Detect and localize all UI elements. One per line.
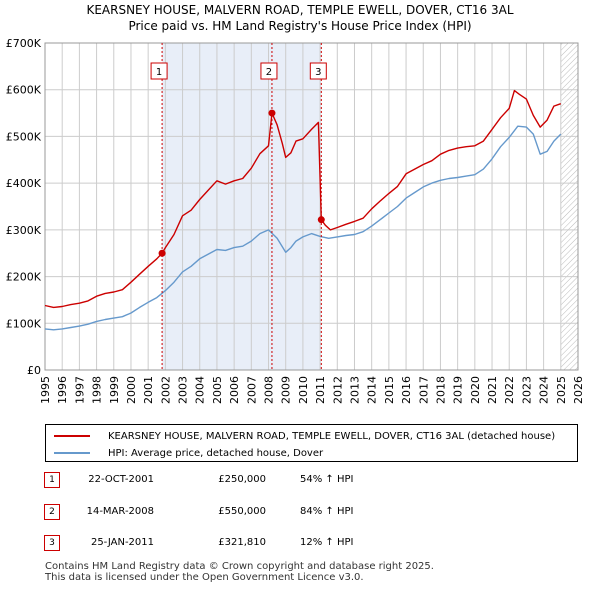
- sale-price: £321,810: [200, 535, 266, 551]
- x-tick-label: 2020: [469, 376, 482, 404]
- sale-hpi-change: 84% ↑ HPI: [300, 504, 420, 520]
- x-tick-label: 1999: [108, 376, 121, 404]
- legend-label-property: KEARSNEY HOUSE, MALVERN ROAD, TEMPLE EWE…: [108, 431, 555, 442]
- sale-row: 1 22-OCT-2001 £250,000 54% ↑ HPI: [0, 472, 600, 492]
- x-tick-label: 1995: [39, 376, 52, 404]
- sale-point: [268, 110, 275, 117]
- sale-number-badge: 1: [44, 472, 60, 488]
- y-tick-label: £700K: [6, 37, 42, 50]
- sale-row: 2 14-MAR-2008 £550,000 84% ↑ HPI: [0, 504, 600, 524]
- sale-price: £250,000: [200, 472, 266, 488]
- legend-entry-property: KEARSNEY HOUSE, MALVERN ROAD, TEMPLE EWE…: [54, 429, 555, 443]
- sale-hpi-change: 12% ↑ HPI: [300, 535, 420, 551]
- x-tick-label: 2010: [297, 376, 310, 404]
- x-tick-label: 2015: [383, 376, 396, 404]
- sale-point: [159, 250, 166, 257]
- y-tick-label: £600K: [6, 84, 42, 97]
- y-tick-label: £300K: [6, 224, 42, 237]
- legend-swatch-property: [54, 435, 90, 437]
- x-tick-label: 2022: [503, 376, 516, 404]
- x-tick-label: 2011: [314, 376, 327, 404]
- footer: Contains HM Land Registry data © Crown c…: [45, 561, 434, 583]
- sale-label-number: 1: [156, 67, 162, 78]
- sale-number-badge: 3: [44, 535, 60, 551]
- x-tick-label: 2016: [400, 376, 413, 404]
- y-tick-label: £400K: [6, 177, 42, 190]
- footer-copyright: Contains HM Land Registry data © Crown c…: [45, 561, 434, 572]
- x-tick-label: 1997: [73, 376, 86, 404]
- x-tick-label: 2000: [125, 376, 138, 404]
- x-tick-label: 2003: [177, 376, 190, 404]
- x-tick-label: 2001: [142, 376, 155, 404]
- sale-number-badge: 2: [44, 504, 60, 520]
- x-tick-label: 2002: [159, 376, 172, 404]
- sale-point: [318, 216, 325, 223]
- x-tick-label: 2006: [228, 376, 241, 404]
- x-tick-label: 2014: [366, 376, 379, 404]
- x-tick-label: 1998: [91, 376, 104, 404]
- x-tick-label: 2021: [486, 376, 499, 404]
- y-tick-label: £500K: [6, 130, 42, 143]
- x-tick-label: 1996: [56, 376, 69, 404]
- sale-label-number: 2: [266, 67, 272, 78]
- sale-date: 25-JAN-2011: [84, 535, 154, 551]
- x-tick-label: 2012: [331, 376, 344, 404]
- sale-hpi-change: 54% ↑ HPI: [300, 472, 420, 488]
- sale-price: £550,000: [200, 504, 266, 520]
- sale-row: 3 25-JAN-2011 £321,810 12% ↑ HPI: [0, 535, 600, 555]
- y-tick-label: £0: [27, 364, 41, 377]
- x-tick-label: 2013: [348, 376, 361, 404]
- sale-date: 14-MAR-2008: [84, 504, 154, 520]
- footer-licence: This data is licensed under the Open Gov…: [45, 572, 434, 583]
- x-tick-label: 2018: [434, 376, 447, 404]
- x-tick-label: 2023: [520, 376, 533, 404]
- price-chart: £0 £100K £200K £300K £400K £500K £600K £700K 199…: [0, 0, 600, 420]
- x-tick-label: 2007: [245, 376, 258, 404]
- sale-date: 22-OCT-2001: [84, 472, 154, 488]
- x-tick-label: 2025: [555, 376, 568, 404]
- x-tick-label: 2004: [194, 376, 207, 404]
- x-tick-label: 2009: [280, 376, 293, 404]
- x-tick-label: 2008: [263, 376, 276, 404]
- legend-swatch-hpi: [54, 452, 90, 454]
- sale-period-shade: [272, 43, 321, 370]
- x-tick-label: 2026: [572, 376, 585, 404]
- x-tick-label: 2024: [538, 376, 551, 404]
- legend-label-hpi: HPI: Average price, detached house, Dove…: [108, 448, 323, 459]
- y-tick-label: £200K: [6, 271, 42, 284]
- x-tick-label: 2019: [452, 376, 465, 404]
- x-tick-label: 2005: [211, 376, 224, 404]
- sale-label-number: 3: [315, 67, 321, 78]
- forecast-hatch: [561, 43, 578, 370]
- y-tick-label: £100K: [6, 317, 42, 330]
- legend-entry-hpi: HPI: Average price, detached house, Dove…: [54, 446, 323, 460]
- x-tick-label: 2017: [417, 376, 430, 404]
- chart-legend: KEARSNEY HOUSE, MALVERN ROAD, TEMPLE EWE…: [45, 424, 578, 462]
